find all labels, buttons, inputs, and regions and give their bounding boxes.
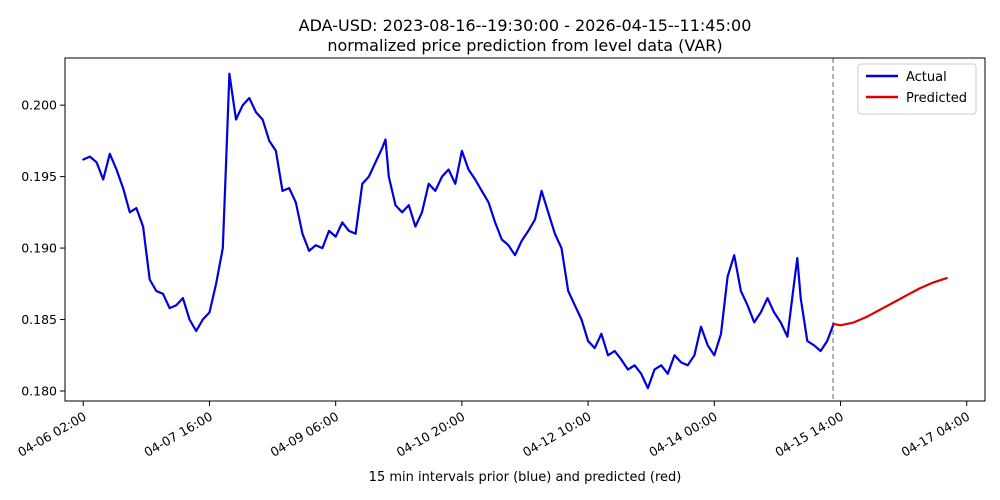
legend-label-predicted: Predicted: [906, 91, 967, 106]
series-line-actual: [82, 72, 835, 390]
y-tick-label: 0.185: [21, 312, 57, 327]
x-tick-label: 04-17 04:00: [899, 409, 973, 460]
plot-frame: [64, 57, 986, 402]
x-tick-label: 04-06 02:00: [15, 409, 89, 460]
x-tick-label: 04-07 16:00: [141, 409, 215, 460]
y-axis: 0.180 0.185 0.190 0.195 0.200: [21, 98, 65, 398]
series-layer: [82, 72, 948, 390]
y-tick-label: 0.190: [21, 241, 57, 256]
x-tick-label: 04-14 00:00: [646, 409, 720, 460]
chart-subtitle: normalized price prediction from level d…: [327, 36, 722, 55]
y-tick-label: 0.200: [21, 98, 57, 113]
x-axis-label: 15 min intervals prior (blue) and predic…: [369, 470, 682, 485]
series-line-predicted: [831, 277, 948, 327]
chart-title: ADA-USD: 2023-08-16--19:30:00 - 2026-04-…: [299, 16, 752, 35]
legend: Actual Predicted: [857, 63, 977, 115]
legend-label-actual: Actual: [906, 70, 947, 85]
y-tick-label: 0.195: [21, 169, 57, 184]
x-axis: 04-06 02:00 04-07 16:00 04-09 06:00 04-10 2…: [15, 401, 972, 460]
x-tick-label: 04-10 20:00: [394, 409, 468, 460]
x-tick-label: 04-12 10:00: [520, 409, 594, 460]
x-tick-label: 04-09 06:00: [268, 409, 342, 460]
y-tick-label: 0.180: [21, 383, 57, 398]
x-tick-label: 04-15 14:00: [772, 409, 846, 460]
